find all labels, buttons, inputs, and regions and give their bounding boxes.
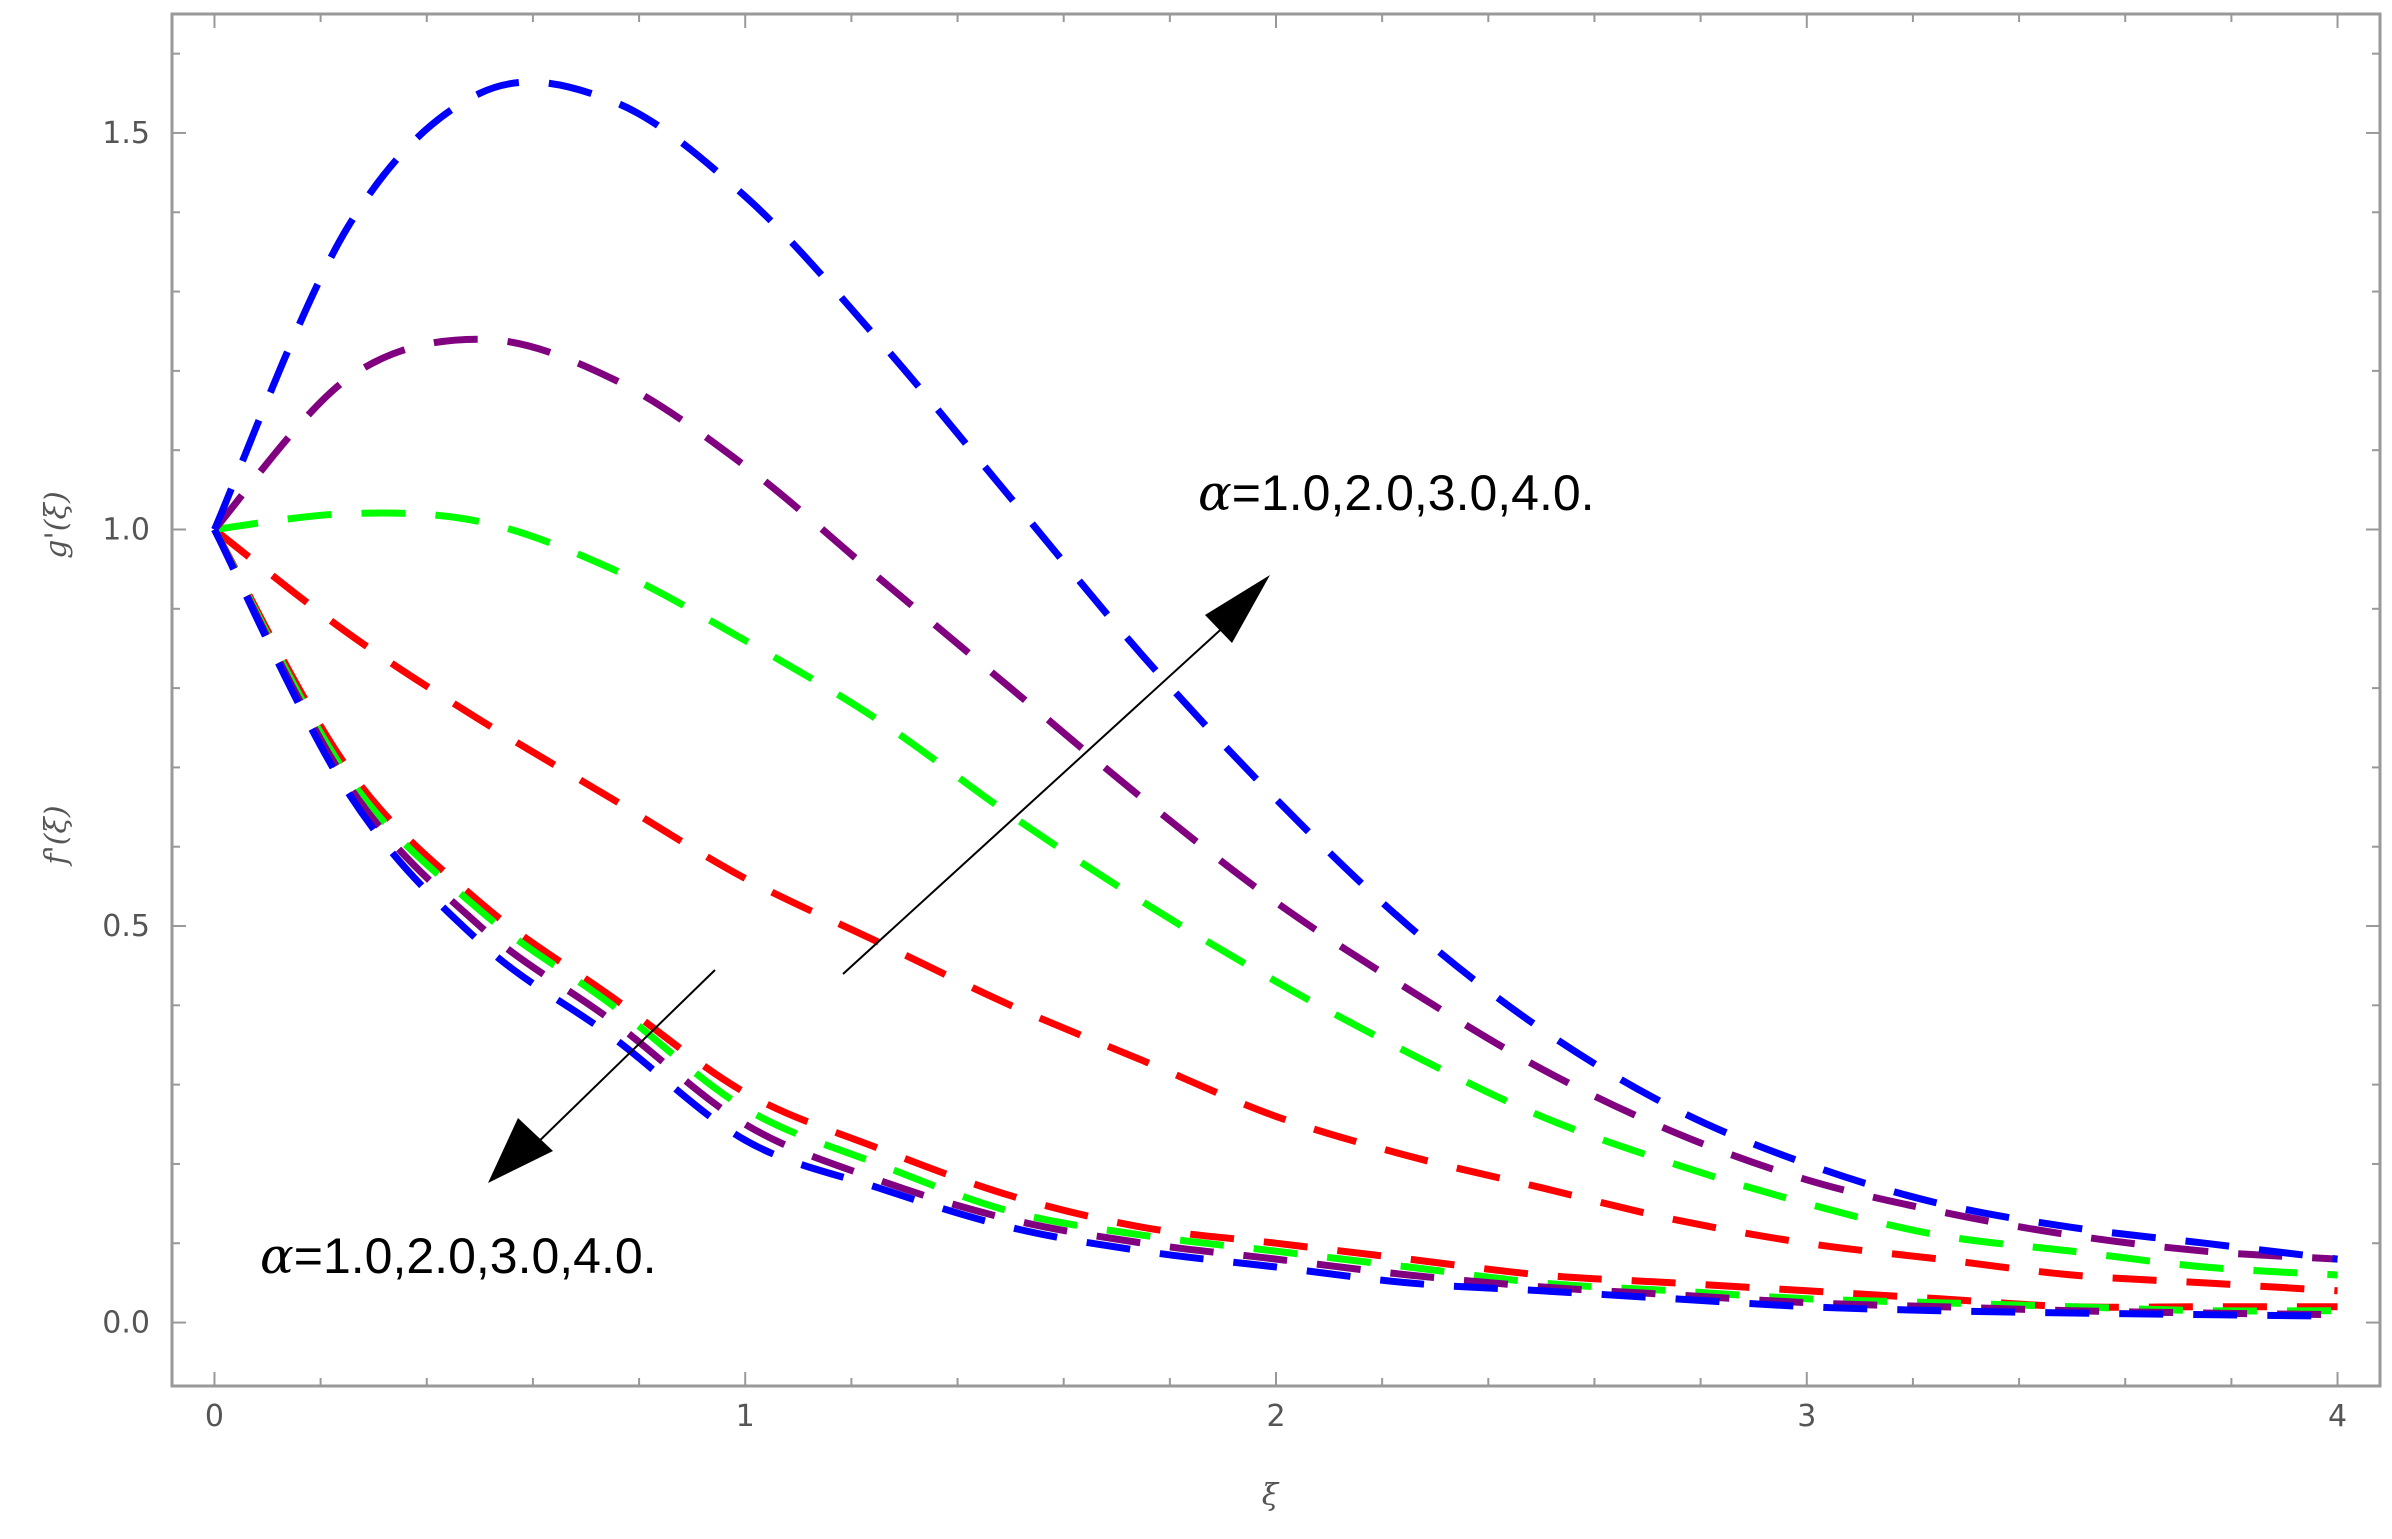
- y-tick-label: 0.0: [102, 1306, 150, 1341]
- x-tick-label: 0: [205, 1399, 224, 1434]
- annotation-lower-greek: α: [260, 1227, 294, 1285]
- y-axis-label-g: g'(ξ): [39, 491, 74, 558]
- y-tick-label: 0.5: [102, 909, 150, 944]
- annotation-upper-greek: α: [1198, 464, 1232, 522]
- series-line-f-3: [211, 527, 2338, 1319]
- y-tick-label: 1.5: [102, 116, 150, 151]
- x-axis-label: ξ: [1262, 1478, 1280, 1513]
- annotation-lower-text: =1.0,2.0,3.0,4.0.: [294, 1228, 657, 1284]
- arrow-up-head: [1205, 575, 1270, 643]
- series-line-g-3: [211, 335, 2338, 1263]
- series-line-f-2: [211, 527, 2338, 1315]
- series-line-f-4: [211, 527, 2338, 1320]
- annotation-upper-text: =1.0,2.0,3.0,4.0.: [1232, 465, 1595, 521]
- x-tick-label: 4: [2328, 1399, 2347, 1434]
- arrow-up-line: [842, 611, 1241, 975]
- x-tick-label: 2: [1266, 1399, 1285, 1434]
- x-tick-label: 3: [1797, 1399, 1816, 1434]
- ticks: 0 1 2 3 4 0.0 0.5 1.0 1.5: [102, 14, 2380, 1434]
- series-line-f-1: [211, 527, 2338, 1311]
- y-tick-label: 1.0: [102, 512, 150, 547]
- annotation-lower: α=1.0,2.0,3.0,4.0.: [260, 1227, 657, 1285]
- series-line-g-4: [211, 78, 2338, 1263]
- plot-frame: [170, 12, 2382, 1388]
- series-line-g-2: [214, 509, 2338, 1279]
- annotation-upper: α=1.0,2.0,3.0,4.0.: [1198, 464, 1595, 522]
- arrow-down-head: [488, 1118, 553, 1183]
- x-tick-label: 1: [736, 1399, 755, 1434]
- annotations: α=1.0,2.0,3.0,4.0. α=1.0,2.0,3.0,4.0.: [260, 464, 1595, 1285]
- series-line-g-1: [212, 526, 2338, 1295]
- y-axis-label-f: f'(ξ): [39, 805, 74, 866]
- series-layer: [211, 78, 2338, 1320]
- arrow-down-line: [529, 969, 716, 1151]
